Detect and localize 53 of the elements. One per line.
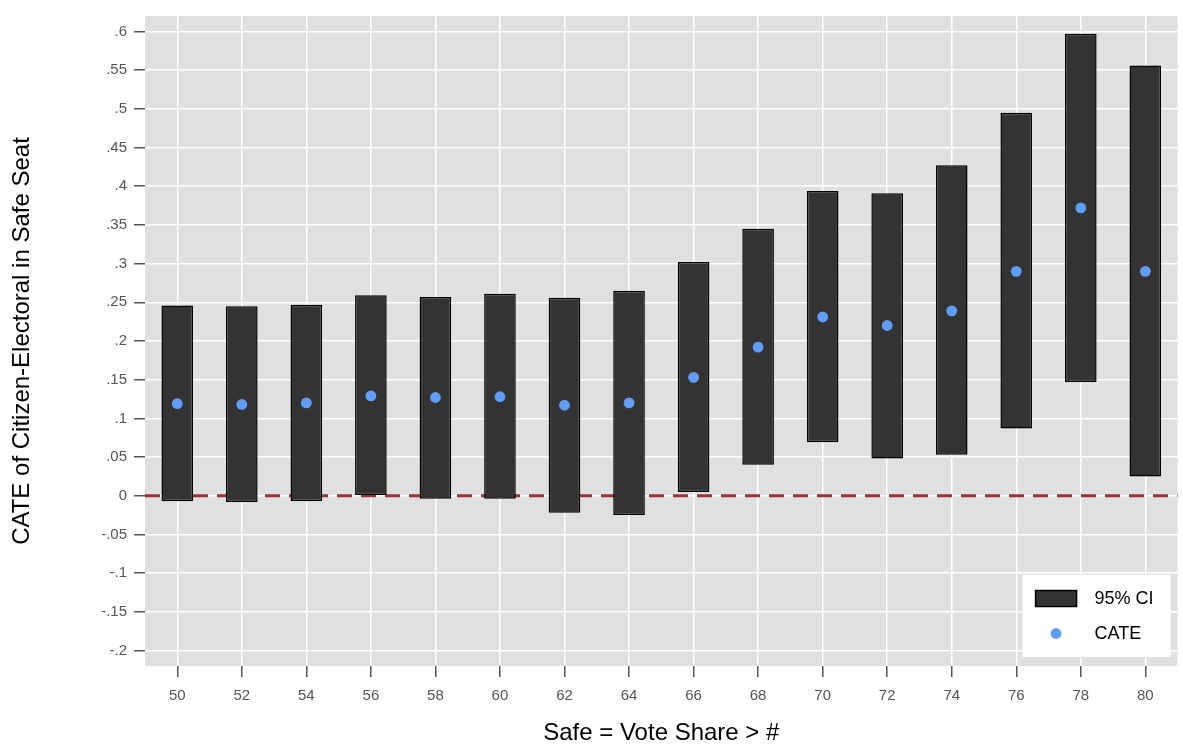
y-tick-label: .5 bbox=[114, 99, 127, 116]
y-tick-label: 0 bbox=[118, 485, 127, 503]
y-tick-label: .4 bbox=[114, 176, 127, 194]
point bbox=[1075, 202, 1087, 214]
y-tick-label: .3 bbox=[114, 253, 127, 271]
x-tick-label: 52 bbox=[233, 686, 251, 704]
legend-label: CATE bbox=[1094, 623, 1142, 644]
y-tick-label: .2 bbox=[114, 331, 127, 349]
x-tick-label: 66 bbox=[685, 686, 702, 704]
x-tick-label: 78 bbox=[1072, 686, 1090, 704]
x-tick-label: 76 bbox=[1007, 686, 1025, 704]
point bbox=[236, 399, 248, 410]
y-tick-label: -.2 bbox=[109, 640, 127, 658]
y-tick-label: .1 bbox=[114, 408, 127, 426]
point bbox=[300, 397, 312, 409]
y-tick-label: .55 bbox=[106, 60, 127, 78]
x-axis-title: Safe = Vote Share > # bbox=[543, 718, 781, 746]
point bbox=[881, 320, 893, 331]
point bbox=[623, 397, 635, 409]
y-tick-label: .05 bbox=[106, 447, 127, 465]
point bbox=[559, 399, 570, 411]
x-tick-label: 60 bbox=[491, 686, 509, 704]
y-tick-label: .6 bbox=[114, 21, 127, 39]
y-tick-label: -.05 bbox=[101, 524, 127, 542]
y-tick-label: .15 bbox=[106, 369, 127, 387]
y-axis-title: CATE of Citizen-Electoral in Safe Seat bbox=[7, 136, 35, 545]
y-tick-label: .25 bbox=[106, 292, 127, 310]
x-tick-label: 72 bbox=[878, 686, 896, 704]
y-tick-label: .45 bbox=[106, 137, 127, 155]
x-tick-label: 50 bbox=[168, 686, 186, 704]
y-tick-label: .35 bbox=[106, 215, 127, 233]
x-tick-label: 70 bbox=[814, 686, 831, 704]
x-tick-label: 58 bbox=[427, 686, 444, 704]
x-tick-label: 56 bbox=[362, 686, 380, 704]
point bbox=[1010, 265, 1022, 277]
y-tick-label: -.1 bbox=[109, 563, 127, 581]
x-tick-label: 80 bbox=[1136, 686, 1154, 704]
point bbox=[494, 391, 506, 403]
point bbox=[946, 305, 958, 317]
point bbox=[430, 392, 441, 403]
y-tick-label: -.15 bbox=[101, 601, 127, 619]
point bbox=[817, 311, 829, 323]
x-tick-label: 54 bbox=[298, 686, 315, 704]
legend-label: 95% CI bbox=[1094, 588, 1154, 609]
point bbox=[1139, 265, 1151, 277]
x-tick-label: 68 bbox=[749, 686, 767, 704]
point bbox=[365, 390, 377, 402]
x-tick-label: 62 bbox=[556, 686, 573, 704]
x-tick-label: 74 bbox=[943, 686, 961, 704]
point bbox=[752, 341, 764, 353]
x-tick-label: 64 bbox=[620, 686, 638, 704]
point bbox=[171, 398, 183, 410]
point bbox=[688, 371, 699, 383]
